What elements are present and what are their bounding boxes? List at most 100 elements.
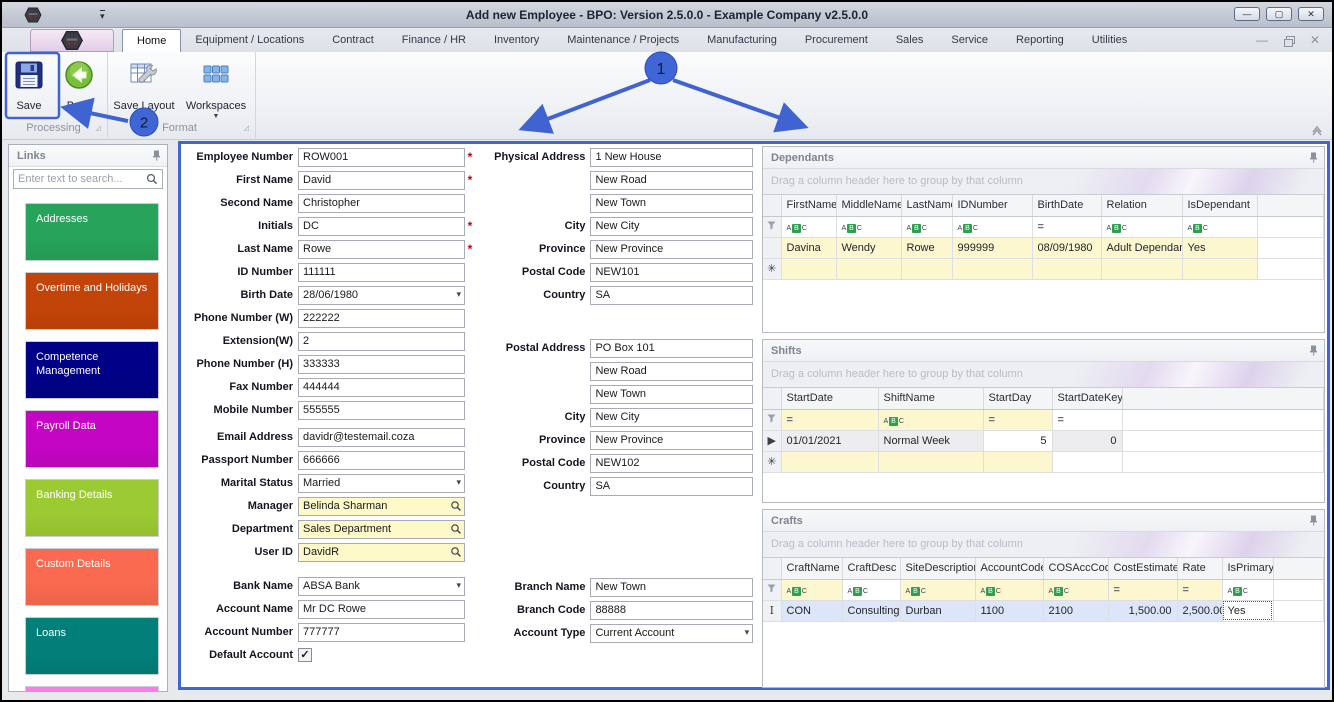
tab-contract[interactable]: Contract	[332, 34, 374, 46]
branch-code-field[interactable]: 88888	[590, 600, 754, 620]
cell-sitedescription[interactable]: Durban	[900, 600, 976, 622]
cell-accountcode[interactable]: 1100	[975, 600, 1044, 622]
lookup-icon[interactable]	[450, 546, 462, 558]
grid-data-row[interactable]: I CON Consulting Durban 1100 2100 1,500.00 2,50…	[763, 600, 1324, 622]
collapse-ribbon-icon[interactable]	[1310, 125, 1324, 137]
filter-cell-startdatekey[interactable]: =	[1052, 409, 1123, 431]
column-header-firstname[interactable]: FirstName	[781, 195, 837, 217]
dialog-launcher-icon[interactable]: ◿	[95, 125, 101, 132]
filter-cell-rate[interactable]: =	[1177, 579, 1223, 601]
fax-number-field[interactable]: 444444	[298, 377, 465, 397]
column-header-accountcode[interactable]: AccountCode	[975, 558, 1044, 580]
filter-cell-startdate[interactable]: =	[781, 409, 879, 431]
link-button-payroll-data[interactable]: Payroll Data	[25, 410, 159, 468]
cell-birthdate[interactable]: 08/09/1980	[1032, 237, 1102, 259]
pin-icon[interactable]	[1309, 515, 1318, 526]
grid-new-row[interactable]: ✳	[763, 258, 1324, 280]
province-field[interactable]: New Province	[590, 430, 754, 450]
cell-isprimary[interactable]: Yes	[1222, 600, 1274, 622]
account-type-field[interactable]: Current Account	[590, 623, 754, 643]
column-header-isprimary[interactable]: IsPrimary	[1222, 558, 1274, 580]
cell-rate[interactable]: 2,500.00	[1177, 600, 1223, 622]
column-header-shiftname[interactable]: ShiftName	[878, 388, 984, 410]
initials-field[interactable]: DC	[298, 216, 465, 236]
tab-sales[interactable]: Sales	[895, 34, 924, 46]
cell-middlename[interactable]: Wendy	[836, 237, 902, 259]
id-number-field[interactable]: 111111	[298, 262, 465, 282]
tab-home[interactable]: Home	[122, 29, 182, 52]
filter-funnel-icon[interactable]	[767, 221, 776, 230]
equals-filter-icon[interactable]: =	[988, 413, 995, 426]
link-button-addresses[interactable]: Addresses	[25, 203, 159, 261]
maximize-icon[interactable]: ▢	[1266, 7, 1292, 21]
tab-equipment-locations[interactable]: Equipment / Locations	[195, 34, 305, 46]
marital-status-field[interactable]: Married	[298, 473, 465, 493]
group-by-bar[interactable]: Drag a column header here to group by th…	[763, 532, 1324, 558]
account-name-field[interactable]: Mr DC Rowe	[298, 599, 465, 619]
tab-reporting[interactable]: Reporting	[1016, 34, 1064, 46]
link-button-competence-management[interactable]: Competence Management	[25, 341, 159, 399]
workspaces-button[interactable]: Workspaces ▼	[180, 55, 252, 122]
new-town-field[interactable]: New Town	[590, 193, 754, 213]
tab-maintenance-projects[interactable]: Maintenance / Projects	[567, 34, 680, 46]
tab-manufacturing[interactable]: Manufacturing	[707, 34, 777, 46]
employee-number-field[interactable]: ROW001	[298, 147, 465, 167]
department-field[interactable]: Sales Department	[298, 519, 465, 539]
equals-filter-icon[interactable]: =	[1057, 413, 1064, 426]
save-layout-button[interactable]: Save Layout	[108, 55, 180, 122]
cell-startdate[interactable]: 01/01/2021	[781, 430, 879, 452]
dialog-launcher-icon[interactable]: ◿	[243, 125, 249, 132]
column-header-startday[interactable]: StartDay	[983, 388, 1053, 410]
search-input[interactable]	[14, 173, 146, 185]
bank-name-field[interactable]: ABSA Bank	[298, 576, 465, 596]
last-name-field[interactable]: Rowe	[298, 239, 465, 259]
link-button-banking-details[interactable]: Banking Details	[25, 479, 159, 537]
city-field[interactable]: New City	[590, 216, 754, 236]
mobile-number-field[interactable]: 555555	[298, 400, 465, 420]
minimize-icon[interactable]: —	[1234, 7, 1260, 21]
link-button-custom-details[interactable]: Custom Details	[25, 548, 159, 606]
cell-cosacccode[interactable]: 2100	[1043, 600, 1109, 622]
column-header-birthdate[interactable]: BirthDate	[1032, 195, 1102, 217]
birth-date-field[interactable]: 28/06/1980	[298, 285, 465, 305]
cell-shiftname[interactable]: Normal Week	[878, 430, 984, 452]
link-button-item[interactable]	[25, 686, 159, 691]
tab-procurement[interactable]: Procurement	[804, 34, 868, 46]
column-header-sitedescription[interactable]: SiteDescription	[900, 558, 976, 580]
physical-address-field[interactable]: 1 New House	[590, 147, 754, 167]
equals-filter-icon[interactable]: =	[1113, 583, 1120, 596]
link-button-loans[interactable]: Loans	[25, 617, 159, 675]
column-header-startdate[interactable]: StartDate	[781, 388, 879, 410]
new-town-field[interactable]: New Town	[590, 384, 754, 404]
save-button[interactable]: Save	[4, 55, 54, 122]
filter-funnel-icon[interactable]	[767, 414, 776, 423]
column-header-rate[interactable]: Rate	[1177, 558, 1223, 580]
filter-cell-startday[interactable]: =	[983, 409, 1053, 431]
email-address-field[interactable]: davidr@testemail.coza	[298, 427, 465, 447]
close-icon[interactable]: ✕	[1298, 7, 1324, 21]
default-account-checkbox[interactable]: ✓	[298, 648, 312, 662]
pin-icon[interactable]	[1309, 152, 1318, 163]
cell-firstname[interactable]: Davina	[781, 237, 837, 259]
quick-access-dropdown-icon[interactable]: ▾	[100, 9, 105, 21]
column-header-costestimate[interactable]: CostEstimate	[1108, 558, 1178, 580]
pin-icon[interactable]	[152, 150, 161, 161]
column-header-startdatekey[interactable]: StartDateKey	[1052, 388, 1123, 410]
column-header-relation[interactable]: Relation	[1101, 195, 1183, 217]
cell-lastname[interactable]: Rowe	[901, 237, 953, 259]
phone-number-w-field[interactable]: 222222	[298, 308, 465, 328]
group-by-bar[interactable]: Drag a column header here to group by th…	[763, 169, 1324, 195]
column-header-lastname[interactable]: LastName	[901, 195, 953, 217]
postal-code-field[interactable]: NEW102	[590, 453, 754, 473]
new-road-field[interactable]: New Road	[590, 170, 754, 190]
equals-filter-icon[interactable]: =	[1037, 220, 1044, 233]
